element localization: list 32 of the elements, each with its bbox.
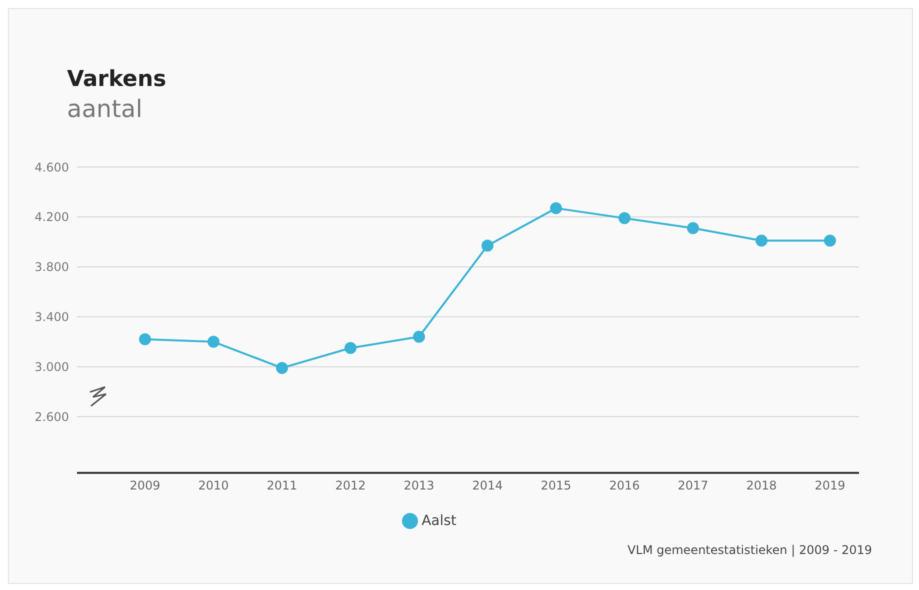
legend-label: Aalst xyxy=(422,512,456,529)
point xyxy=(208,336,220,348)
point xyxy=(687,222,699,234)
x-tick-label: 2015 xyxy=(540,478,572,492)
y-tick-label: 4.200 xyxy=(34,210,69,224)
chart-subtitle: aantal xyxy=(67,95,142,123)
y-tick-label: 4.600 xyxy=(34,160,69,174)
x-tick-label: 2009 xyxy=(130,478,160,492)
x-tick-label: 2012 xyxy=(335,478,366,492)
y-tick-label: 2.600 xyxy=(34,410,69,424)
x-tick-label: 2013 xyxy=(404,478,434,492)
x-tick-label: 2011 xyxy=(266,478,298,492)
point xyxy=(756,234,768,247)
y-tick-label: 3.400 xyxy=(34,310,69,324)
chart-title: Varkens xyxy=(67,67,166,92)
x-tick-label: 2019 xyxy=(814,478,846,492)
point xyxy=(824,234,836,247)
y-tick-label: 3.000 xyxy=(34,360,69,374)
y-tick-label: 3.800 xyxy=(34,260,69,274)
point xyxy=(413,330,425,343)
point xyxy=(139,333,151,346)
x-tick-label: 2010 xyxy=(198,478,229,492)
point xyxy=(550,202,562,214)
x-tick-label: 2016 xyxy=(609,478,640,492)
x-tick-label: 2014 xyxy=(472,478,503,492)
text: VLM gemeentestatistieken | 2009 - 2019 xyxy=(628,543,872,557)
point xyxy=(344,342,356,354)
x-tick-label: 2017 xyxy=(678,478,708,492)
point xyxy=(482,240,494,252)
point xyxy=(276,362,288,374)
x-tick-label: 2018 xyxy=(746,478,777,492)
point xyxy=(618,212,630,224)
